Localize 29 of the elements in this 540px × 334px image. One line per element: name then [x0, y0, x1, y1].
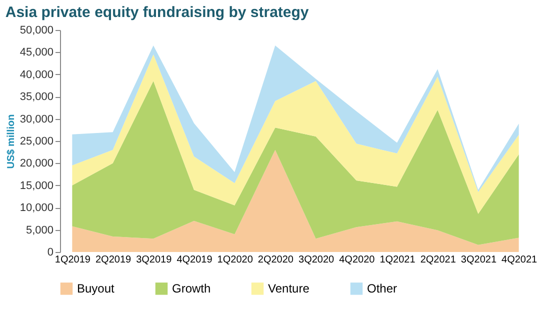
x-tick-label: 1Q2021: [380, 254, 416, 266]
y-tick-label: 25,000: [20, 136, 54, 148]
y-axis-title: US$ million: [6, 114, 17, 169]
y-tick-label: 50,000: [20, 24, 54, 36]
y-tick-label: 0: [47, 246, 54, 258]
x-tick-label: 1Q2020: [217, 254, 254, 266]
legend-label: Growth: [172, 282, 211, 296]
x-tick-label: 3Q2019: [136, 254, 172, 266]
x-tick-label: 1Q2019: [54, 254, 91, 266]
legend-label: Venture: [268, 282, 310, 296]
x-tick-label: 3Q2020: [298, 254, 335, 266]
x-tick-label: 4Q2020: [339, 254, 376, 266]
y-tick-label: 15,000: [20, 180, 54, 192]
x-tick-label: 2Q2021: [420, 254, 456, 266]
y-tick-label: 20,000: [20, 158, 54, 170]
y-tick-label: 10,000: [20, 202, 54, 214]
x-tick-label: 4Q2019: [176, 254, 213, 266]
x-tick-label: 2Q2020: [258, 254, 294, 266]
x-tick-label: 2Q2019: [95, 254, 132, 266]
y-tick-label: 5,000: [26, 224, 54, 236]
y-tick-label: 35,000: [20, 91, 54, 104]
y-tick-label: 30,000: [20, 113, 54, 126]
legend-label: Other: [367, 282, 398, 296]
y-tick-label: 40,000: [20, 68, 54, 81]
legend-label: Buyout: [77, 282, 116, 296]
x-tick-label: 3Q2021: [460, 254, 497, 266]
chart-title: Asia private equity fundraising by strategy: [5, 4, 310, 21]
x-tick-label: 4Q2021: [502, 254, 538, 266]
y-tick-label: 45,000: [20, 46, 54, 59]
